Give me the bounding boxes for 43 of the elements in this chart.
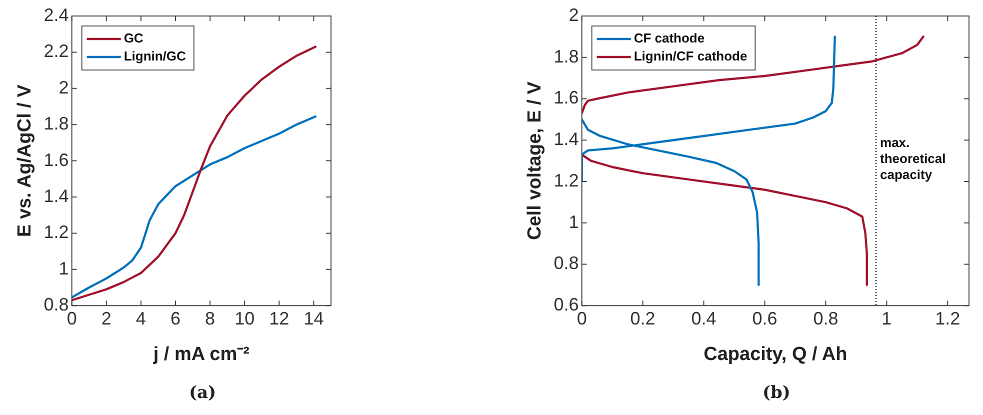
- x-tick-label: 10: [234, 308, 255, 328]
- legend-label: GC: [124, 30, 144, 46]
- y-axis-title: Cell voltage, E / V: [524, 81, 546, 240]
- y-tick-label: 2: [58, 77, 69, 98]
- x-tick-label: 0.4: [691, 308, 716, 328]
- x-tick-label: 0.2: [630, 308, 656, 328]
- y-tick-label: 1.2: [554, 170, 579, 190]
- y-tick-label: 1.6: [554, 88, 579, 108]
- y-tick-label: 1.2: [44, 222, 69, 242]
- x-tick-label: 0.6: [752, 308, 778, 328]
- y-tick-label: 2.2: [44, 41, 69, 62]
- x-tick-label: 0.8: [813, 308, 838, 328]
- x-tick-label: 2: [101, 308, 112, 328]
- y-tick-label: 2: [568, 4, 579, 25]
- y-axis-title: E vs. Ag/AgCl / V: [14, 84, 36, 237]
- x-tick-label: 6: [170, 308, 180, 328]
- x-tick-label: 12: [269, 308, 290, 328]
- y-tick-label: 1: [58, 258, 69, 278]
- x-axis-title: Capacity, Q / Ah: [704, 344, 848, 365]
- x-tick-label: 0: [66, 308, 77, 328]
- y-tick-label: 2.4: [44, 4, 69, 25]
- y-tick-label: 1.8: [44, 114, 69, 134]
- y-tick-label: 1.8: [554, 46, 579, 66]
- y-tick-label: 1.4: [44, 186, 69, 206]
- y-tick-label: 0.8: [44, 294, 69, 315]
- x-axis-title: j / mA cm⁻²: [152, 344, 250, 365]
- ref-line-label: max. theoretical capacity: [880, 135, 946, 182]
- x-tick-label: 0: [576, 308, 587, 328]
- x-tick-label: 1: [882, 308, 892, 328]
- y-tick-label: 1: [568, 212, 579, 232]
- x-tick-label: 14: [304, 308, 324, 328]
- x-tick-label: 1.2: [935, 308, 960, 328]
- legend-label: CF cathode: [634, 30, 705, 46]
- y-tick-label: 0.6: [554, 294, 579, 315]
- y-tick-label: 1.4: [554, 129, 579, 150]
- x-tick-label: 8: [205, 308, 216, 328]
- text: (a): [188, 383, 218, 403]
- y-tick-label: 0.8: [554, 253, 579, 274]
- legend-label: Lignin/GC: [124, 48, 187, 64]
- y-tick-label: 1.6: [44, 150, 69, 170]
- x-tick-label: 4: [136, 308, 146, 328]
- legend-label: Lignin/CF cathode: [634, 48, 748, 64]
- text: (b): [762, 383, 792, 403]
